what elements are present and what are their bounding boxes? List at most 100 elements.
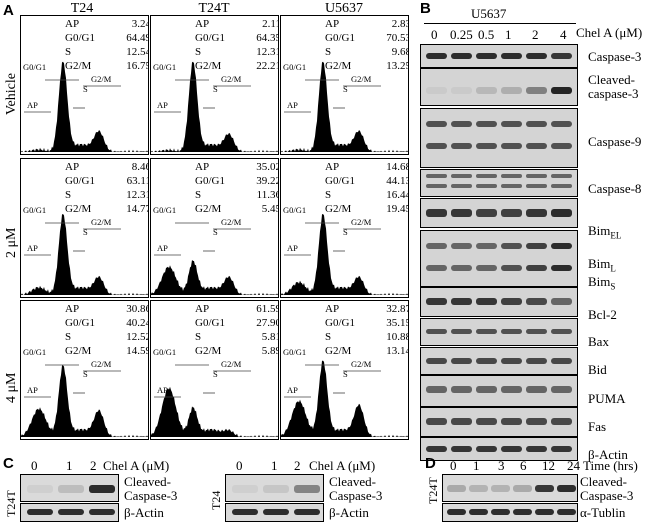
col-title-t24t: T24T xyxy=(198,1,230,16)
label-fas: Fas xyxy=(588,419,607,434)
stat-row: G0/G1 44.13 xyxy=(325,174,408,188)
stat-value: 35.02 xyxy=(256,161,279,173)
lane-band xyxy=(447,485,466,492)
stat-label: AP xyxy=(195,18,210,30)
stat-label: AP xyxy=(325,18,340,30)
gate-ap-label: AP xyxy=(287,100,298,110)
lane-band xyxy=(526,418,547,425)
stat-value: 2.83 xyxy=(391,18,408,30)
stat-row: G0/G1 35.15 xyxy=(325,316,408,330)
stat-label: G0/G1 xyxy=(65,317,95,329)
stat-row: G0/G1 70.53 xyxy=(325,31,408,45)
time-label: 6 xyxy=(520,458,527,473)
histogram-svg xyxy=(281,360,408,437)
stat-label: AP xyxy=(65,18,80,30)
western-blot-bim-el xyxy=(420,198,578,228)
stat-value: 63.11 xyxy=(126,175,149,187)
time-label: 12 xyxy=(542,458,555,473)
gate-ap-label: AP xyxy=(157,100,168,110)
lane-band xyxy=(526,265,547,271)
c-dose-label: 0 xyxy=(31,458,38,473)
western-blot-bid xyxy=(420,347,578,375)
stat-row: AP 2.11 xyxy=(195,17,278,31)
stat-label: G0/G1 xyxy=(195,175,225,187)
lane-band xyxy=(476,446,497,452)
lane-band xyxy=(426,53,447,59)
gate-g2m-label: G2/M xyxy=(91,217,112,227)
dna-content-histogram xyxy=(21,365,148,437)
lane-band xyxy=(501,329,522,334)
stat-value: 11.36 xyxy=(256,189,279,201)
stat-value: 27.90 xyxy=(256,317,279,329)
label-bcl2: Bcl-2 xyxy=(588,307,617,322)
c-dose-label: 1 xyxy=(66,458,73,473)
stat-row: AP 2.83 xyxy=(325,17,408,31)
histogram-svg xyxy=(21,61,148,153)
stat-row: G2/M 16.75 xyxy=(65,59,148,73)
lane-band xyxy=(27,509,53,515)
lane-band xyxy=(263,485,289,493)
lane-band xyxy=(476,184,497,188)
lane-band xyxy=(476,53,497,59)
label-bid: Bid xyxy=(588,362,607,377)
panel-b-letter: B xyxy=(420,0,431,17)
western-blot-fas xyxy=(420,407,578,437)
lane-band xyxy=(501,358,522,364)
stat-row: AP 61.59 xyxy=(195,302,278,316)
stat-label: G0/G1 xyxy=(325,32,355,44)
c-actin-blot xyxy=(225,503,324,522)
stat-value: 64.49 xyxy=(126,32,149,44)
stat-label: S xyxy=(65,189,72,201)
panel-b-header-line xyxy=(424,23,576,24)
lane-band xyxy=(501,184,522,188)
lane-band xyxy=(551,298,572,305)
lane-band xyxy=(476,358,497,364)
stat-value: 5.45 xyxy=(261,203,278,215)
dose-label: 0.5 xyxy=(478,27,495,42)
histogram-t24t-row0: APG0/G1SG2/MAP2.11G0/G164.35S12.31G2/M22… xyxy=(150,15,279,155)
gate-s-label: S xyxy=(83,227,88,237)
stat-value: 12.31 xyxy=(256,46,279,58)
lane-band xyxy=(526,184,547,188)
histogram-t24-row1: APG0/G1SG2/MAP8.46G0/G163.11S12.31G2/M14… xyxy=(20,158,149,298)
dna-content-histogram xyxy=(151,386,278,437)
stat-label: G0/G1 xyxy=(195,32,225,44)
d-cleaved-1: Cleaved- xyxy=(580,474,627,489)
stat-row: AP 30.86 xyxy=(65,302,148,316)
stat-row: G2/M 22.21 xyxy=(195,59,278,73)
lane-band xyxy=(294,509,320,515)
lane-band xyxy=(551,418,572,425)
histogram-svg xyxy=(151,222,278,295)
stat-label: G0/G1 xyxy=(65,32,95,44)
stat-label: S xyxy=(325,46,332,58)
stat-value: 39.22 xyxy=(256,175,279,187)
lane-band xyxy=(501,418,522,425)
cell-cycle-stats: AP 32.87 G0/G1 35.15 S 10.88 G2/M 13.14 xyxy=(325,302,408,358)
lane-band xyxy=(451,87,472,94)
stat-label: AP xyxy=(65,161,80,173)
stat-label: G2/M xyxy=(325,203,352,215)
panel-c-left-cell: T24T xyxy=(4,490,18,517)
stat-row: AP 14.68 xyxy=(325,160,408,174)
panel-b-cell-line: U5637 xyxy=(471,6,507,21)
stat-label: AP xyxy=(325,303,340,315)
stat-value: 40.24 xyxy=(126,317,149,329)
panel-c-letter: C xyxy=(3,455,14,472)
stat-row: S 12.31 xyxy=(65,188,148,202)
gate-s-label: S xyxy=(213,227,218,237)
label-bim-l: BimL xyxy=(588,256,616,274)
cell-cycle-stats: AP 2.83 G0/G1 70.53 S 9.68 G2/M 13.25 xyxy=(325,17,408,73)
stat-row: S 16.44 xyxy=(325,188,408,202)
stat-label: G2/M xyxy=(65,203,92,215)
lane-band xyxy=(426,298,447,305)
gate-ap-label: AP xyxy=(27,385,38,395)
gate-s-label: S xyxy=(213,369,218,379)
d-tubulin-blot xyxy=(442,503,578,522)
lane-band xyxy=(501,121,522,127)
stat-label: S xyxy=(325,189,332,201)
dna-content-histogram xyxy=(281,214,408,295)
stat-value: 5.89 xyxy=(261,345,278,357)
lane-band xyxy=(476,243,497,249)
stat-row: G2/M 5.89 xyxy=(195,344,278,358)
stat-value: 14.59 xyxy=(126,345,149,357)
